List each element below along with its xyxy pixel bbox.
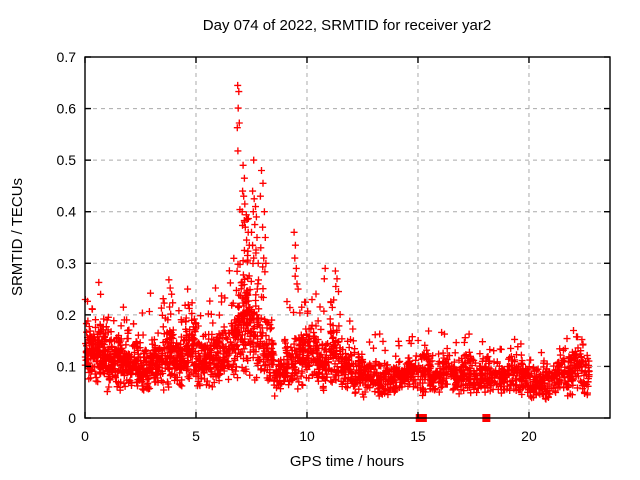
x-tick-label: 10 xyxy=(299,428,315,444)
y-axis-label: SRMTID / TECUs xyxy=(9,178,26,296)
data-points xyxy=(81,81,593,403)
plot-frame xyxy=(84,56,611,419)
x-tick-label: 15 xyxy=(410,428,426,444)
x-tick-label: 0 xyxy=(81,428,89,444)
y-tick-label: 0.3 xyxy=(57,255,77,271)
y-tick-label: 0 xyxy=(68,410,76,426)
y-tick-label: 0.4 xyxy=(57,204,77,220)
x-tick-label: 5 xyxy=(192,428,200,444)
y-tick-label: 0.6 xyxy=(57,101,77,117)
plot-area: 0 0.1 0.2 0.3 0.4 0.5 0.6 0.7 0 5 10 15 20 xyxy=(57,49,611,444)
y-tick-label: 0.7 xyxy=(57,49,77,65)
y-tick-label: 0.2 xyxy=(57,307,77,323)
x-tick-label: 20 xyxy=(521,428,537,444)
chart-title: Day 074 of 2022, SRMTID for receiver yar… xyxy=(203,17,491,34)
y-tick-label: 0.5 xyxy=(57,152,77,168)
y-tick-label: 0.1 xyxy=(57,358,77,374)
x-axis-label: GPS time / hours xyxy=(290,453,404,470)
